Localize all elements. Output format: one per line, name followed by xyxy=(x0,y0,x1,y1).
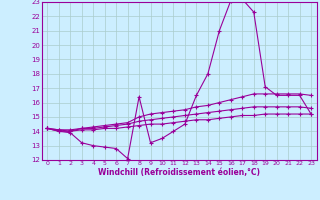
X-axis label: Windchill (Refroidissement éolien,°C): Windchill (Refroidissement éolien,°C) xyxy=(98,168,260,177)
